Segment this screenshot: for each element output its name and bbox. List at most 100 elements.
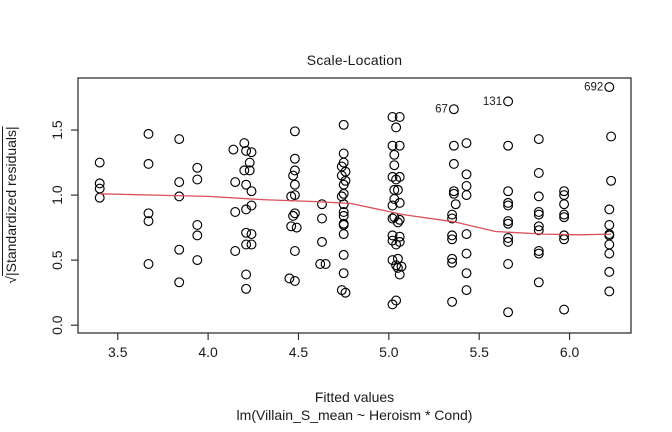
data-point: [289, 126, 300, 137]
data-point: [559, 186, 570, 197]
data-point: [503, 218, 514, 229]
data-point: [606, 131, 617, 142]
data-point: [230, 207, 241, 217]
data-point: [533, 246, 544, 256]
data-point: [387, 230, 398, 241]
data-point: [503, 186, 514, 197]
y-tick-label: 1.5: [49, 120, 65, 140]
data-point: [143, 216, 154, 227]
data-point: [392, 184, 403, 195]
data-point: [604, 286, 615, 297]
data-point: [392, 262, 403, 273]
data-point: [246, 229, 257, 240]
data-point: [533, 207, 544, 217]
outlier-point: [503, 96, 514, 107]
data-point: [241, 145, 252, 156]
data-point: [192, 220, 203, 230]
data-point: [94, 192, 105, 203]
data-point: [391, 260, 402, 271]
data-point: [461, 268, 472, 279]
data-point: [503, 233, 514, 243]
data-point: [447, 230, 458, 241]
x-tick-label: 5.0: [379, 344, 399, 360]
data-point: [503, 197, 514, 208]
data-point: [447, 213, 458, 224]
data-point: [340, 287, 351, 298]
data-point: [394, 269, 405, 280]
data-point: [336, 170, 347, 181]
y-tick-label: 0.5: [49, 250, 65, 270]
data-point: [338, 199, 349, 210]
data-point: [387, 112, 398, 122]
data-point: [286, 221, 297, 232]
data-point: [288, 170, 299, 181]
data-point: [606, 175, 617, 186]
data-point: [246, 147, 257, 158]
data-point: [447, 257, 458, 268]
data-point: [394, 140, 405, 151]
data-point: [447, 296, 458, 307]
data-point: [533, 168, 544, 178]
data-point: [289, 246, 300, 256]
data-point: [559, 230, 570, 241]
data-point: [289, 153, 300, 164]
data-point: [387, 140, 398, 151]
data-point: [291, 222, 302, 233]
data-point: [389, 149, 400, 160]
data-point: [192, 255, 203, 266]
data-point: [387, 200, 398, 211]
data-point: [338, 268, 349, 279]
data-point: [503, 307, 514, 318]
data-point: [338, 249, 349, 260]
data-point: [192, 162, 203, 173]
data-point: [559, 199, 570, 210]
data-point: [143, 259, 154, 269]
data-point: [320, 259, 331, 269]
data-point: [230, 177, 241, 188]
y-tick-label: 0.0: [49, 315, 65, 335]
data-point: [338, 229, 349, 240]
data-point: [448, 158, 459, 169]
data-point: [192, 174, 203, 185]
data-point: [503, 236, 514, 247]
data-point: [338, 148, 349, 159]
data-point: [244, 165, 255, 176]
smoother-line: [99, 193, 612, 236]
data-point: [246, 186, 257, 197]
x-tick-label: 3.5: [108, 344, 128, 360]
data-point: [448, 188, 459, 199]
data-point: [289, 276, 300, 286]
data-point: [447, 234, 458, 245]
data-point: [559, 209, 570, 220]
data-point: [604, 266, 615, 277]
data-point: [461, 248, 472, 259]
outlier-label: 692: [584, 82, 603, 94]
x-tick-label: 5.5: [469, 344, 489, 360]
x-tick-label: 4.5: [289, 344, 309, 360]
outlier-point: [448, 104, 459, 115]
data-point: [394, 214, 405, 225]
outlier-point: [604, 82, 615, 93]
data-point: [174, 244, 185, 255]
data-point: [503, 140, 514, 151]
data-point: [94, 183, 105, 194]
data-point: [143, 208, 154, 219]
data-point: [461, 138, 472, 149]
data-point: [317, 199, 327, 210]
data-point: [533, 277, 544, 288]
data-point: [503, 259, 514, 269]
data-point: [94, 157, 105, 168]
data-point: [317, 213, 327, 224]
data-point: [461, 229, 472, 240]
data-point: [448, 186, 459, 197]
data-point: [338, 119, 349, 130]
data-point: [604, 248, 615, 259]
data-point: [533, 209, 544, 220]
data-point: [461, 169, 472, 180]
data-point: [336, 191, 347, 202]
data-point: [174, 177, 185, 188]
data-point: [289, 165, 300, 176]
data-point: [192, 230, 203, 241]
